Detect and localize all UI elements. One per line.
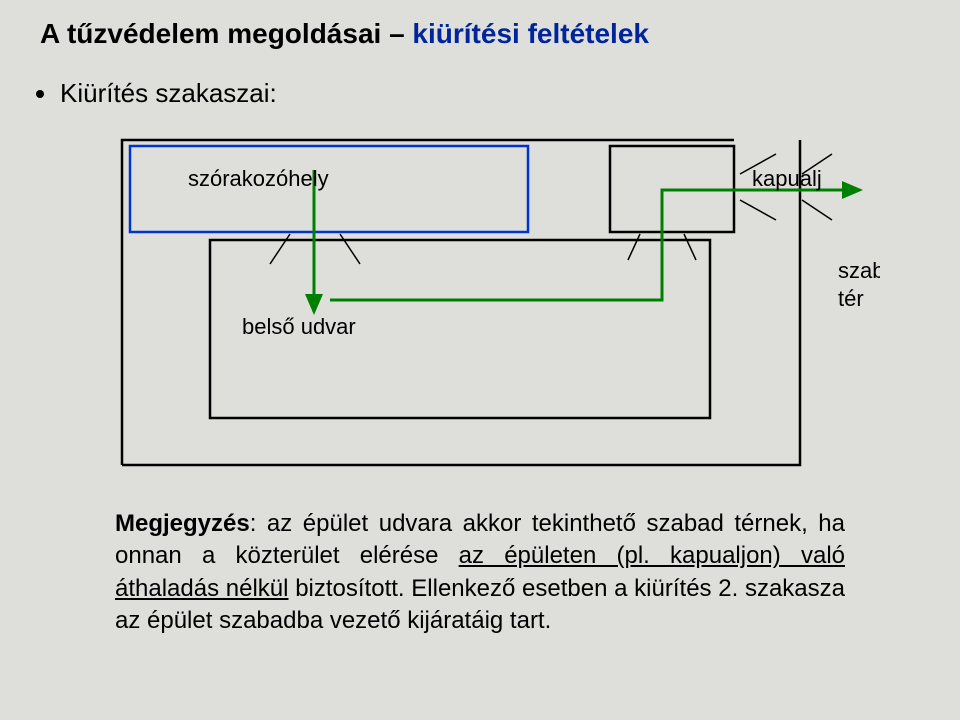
svg-text:tér: tér: [838, 286, 864, 311]
bullet: [36, 90, 44, 98]
svg-text:szórakozóhely: szórakozóhely: [188, 166, 329, 191]
title-blue: kiürítési feltételek: [412, 18, 649, 49]
note-label: Megjegyzés: [115, 510, 250, 537]
svg-text:belső udvar: belső udvar: [242, 314, 356, 339]
svg-text:kapualj: kapualj: [752, 166, 822, 191]
diagram-svg: szórakozóhely kapualj belső udvar szabad tér: [80, 130, 880, 500]
diagram: szórakozóhely kapualj belső udvar szabad tér: [80, 130, 880, 500]
title-black: A tűzvédelem megoldásai –: [40, 18, 412, 49]
page-title: A tűzvédelem megoldásai – kiürítési felt…: [40, 18, 649, 50]
subtitle: Kiürítés szakaszai:: [60, 78, 277, 109]
note: Megjegyzés: az épület udvara akkor tekin…: [115, 508, 845, 638]
svg-text:szabad: szabad: [838, 258, 880, 283]
